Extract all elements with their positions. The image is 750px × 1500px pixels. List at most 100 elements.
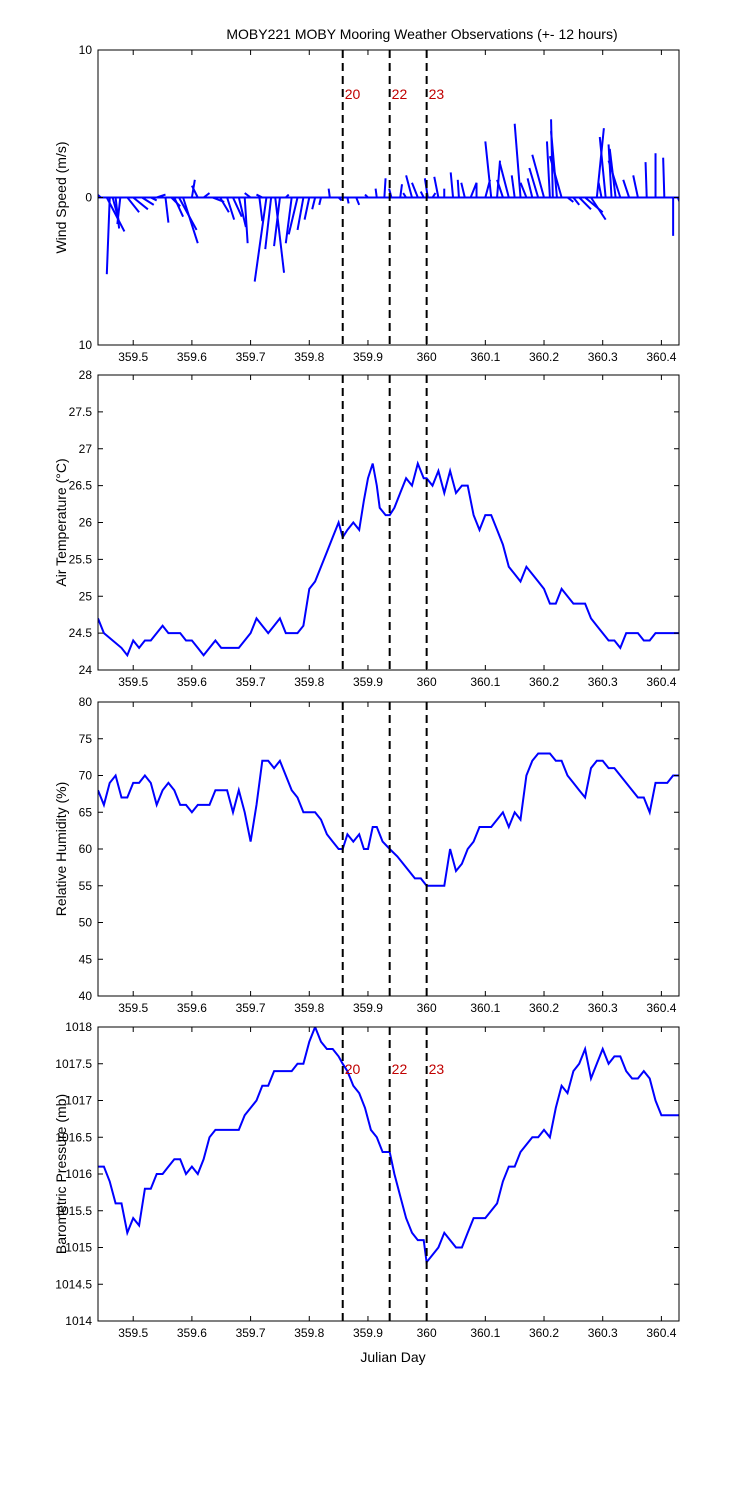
y-tick-label: 1014.5 bbox=[55, 1277, 92, 1291]
x-tick-label: 360.2 bbox=[529, 675, 559, 689]
x-tick-label: 359.5 bbox=[118, 675, 148, 689]
wind-stick bbox=[244, 192, 252, 199]
x-tick-label: 360.1 bbox=[470, 350, 500, 364]
wind-stick bbox=[644, 162, 648, 198]
y-tick-label: 60 bbox=[79, 842, 93, 856]
plot-area bbox=[98, 1027, 679, 1321]
y-axis-label: Wind Speed (m/s) bbox=[53, 141, 69, 253]
wind-stick bbox=[484, 141, 493, 198]
wind-stick bbox=[318, 197, 322, 206]
x-tick-label: 359.6 bbox=[177, 350, 207, 364]
x-tick-label: 360 bbox=[417, 1001, 437, 1015]
y-tick-label: 26.5 bbox=[69, 479, 93, 493]
x-tick-label: 360.4 bbox=[646, 675, 676, 689]
wind-stick bbox=[258, 197, 264, 222]
wind-stick bbox=[164, 197, 170, 223]
wind-stick bbox=[607, 144, 613, 198]
wind-stick bbox=[237, 197, 247, 228]
x-axis-label: Julian Day bbox=[360, 1349, 425, 1365]
wind-stick bbox=[243, 197, 249, 244]
wind-stick bbox=[411, 182, 419, 198]
wind-stick bbox=[572, 196, 581, 206]
wind-speed-panel: 20 22 23 10 0 10 359.5 359.6 359.7 359.8 359.9 360 3… bbox=[53, 43, 680, 364]
wind-stick bbox=[550, 131, 558, 198]
x-tick-label: 359.7 bbox=[236, 350, 266, 364]
wind-stick bbox=[597, 182, 603, 198]
barometric-pressure-panel: 20 22 23 1014 1014.5 1015 1015.5 1016 1016.5 1017… bbox=[53, 1020, 680, 1340]
wind-stick bbox=[226, 197, 236, 220]
wind-stick bbox=[253, 197, 268, 282]
wind-stick bbox=[622, 179, 631, 198]
y-tick-label: 1015 bbox=[65, 1241, 92, 1255]
event-marker-label: 20 bbox=[345, 86, 361, 102]
wind-stick bbox=[311, 197, 317, 210]
wind-stick bbox=[203, 192, 211, 199]
y-tick-label: 1017 bbox=[65, 1094, 92, 1108]
air-temperature-panel: 24 24.5 25 25.5 26 26.5 27 27.5 28 359.5 359.6 359.… bbox=[53, 368, 680, 689]
y-tick-label: 1018 bbox=[65, 1020, 92, 1034]
x-tick-label: 359.7 bbox=[236, 1326, 266, 1340]
x-tick-label: 360.1 bbox=[470, 1001, 500, 1015]
x-tick-label: 359.9 bbox=[353, 350, 383, 364]
x-tick-label: 360.3 bbox=[588, 675, 618, 689]
wind-stick bbox=[355, 197, 361, 206]
x-tick-label: 360 bbox=[417, 1326, 437, 1340]
x-tick-label: 360 bbox=[417, 675, 437, 689]
wind-stick bbox=[419, 191, 425, 198]
wind-stick bbox=[346, 197, 350, 204]
wind-stick bbox=[510, 175, 516, 198]
data-layer bbox=[98, 119, 679, 282]
y-tick-label: 80 bbox=[79, 695, 93, 709]
wind-stick bbox=[548, 155, 563, 198]
y-tick-label: 24 bbox=[79, 663, 93, 677]
y-tick-label: 75 bbox=[79, 732, 93, 746]
wind-stick bbox=[519, 182, 528, 198]
wind-stick bbox=[590, 196, 607, 221]
y-axis-label: Air Temperature (°C) bbox=[53, 458, 69, 586]
y-tick-label: 50 bbox=[79, 916, 93, 930]
x-tick-label: 359.8 bbox=[294, 350, 324, 364]
series-line bbox=[98, 460, 679, 658]
y-tick-label: 1016 bbox=[65, 1167, 92, 1181]
x-tick-label: 359.8 bbox=[294, 1326, 324, 1340]
wind-stick bbox=[595, 128, 605, 198]
x-tick-label: 360.4 bbox=[646, 350, 676, 364]
y-tick-label: 1016.5 bbox=[55, 1130, 92, 1144]
x-tick-label: 359.5 bbox=[118, 1001, 148, 1015]
wind-stick bbox=[287, 197, 299, 235]
y-tick-label: 1015.5 bbox=[55, 1204, 92, 1218]
y-tick-label: 70 bbox=[79, 769, 93, 783]
wind-stick bbox=[598, 136, 607, 198]
wind-stick bbox=[126, 196, 140, 213]
wind-stick bbox=[285, 193, 290, 199]
wind-stick bbox=[499, 163, 510, 198]
wind-stick bbox=[303, 197, 311, 220]
x-tick-label: 360.3 bbox=[588, 1001, 618, 1015]
x-tick-label: 359.6 bbox=[177, 675, 207, 689]
x-tick-label: 360.4 bbox=[646, 1001, 676, 1015]
wind-stick bbox=[460, 182, 466, 198]
wind-stick bbox=[496, 179, 504, 198]
wind-stick bbox=[433, 176, 440, 198]
y-tick-label: 10 bbox=[79, 43, 93, 57]
y-tick-label: 28 bbox=[79, 368, 93, 382]
wind-stick bbox=[337, 196, 343, 202]
y-tick-label: 0 bbox=[85, 191, 92, 205]
x-tick-label: 360.2 bbox=[529, 350, 559, 364]
wind-stick bbox=[219, 196, 230, 213]
x-tick-label: 359.7 bbox=[236, 675, 266, 689]
wind-stick bbox=[456, 179, 460, 198]
wind-stick bbox=[528, 167, 540, 198]
wind-stick bbox=[182, 197, 199, 244]
wind-stick bbox=[173, 197, 185, 218]
wind-stick bbox=[676, 197, 679, 204]
x-tick-label: 360.3 bbox=[588, 1326, 618, 1340]
event-marker-label: 20 bbox=[345, 1061, 361, 1077]
event-marker-label: 23 bbox=[429, 1061, 445, 1077]
figure-title: MOBY221 MOBY Mooring Weather Observation… bbox=[226, 26, 617, 42]
x-tick-label: 359.8 bbox=[294, 1001, 324, 1015]
x-tick-label: 360 bbox=[417, 350, 437, 364]
wind-stick bbox=[545, 141, 551, 198]
wind-stick bbox=[256, 193, 263, 199]
